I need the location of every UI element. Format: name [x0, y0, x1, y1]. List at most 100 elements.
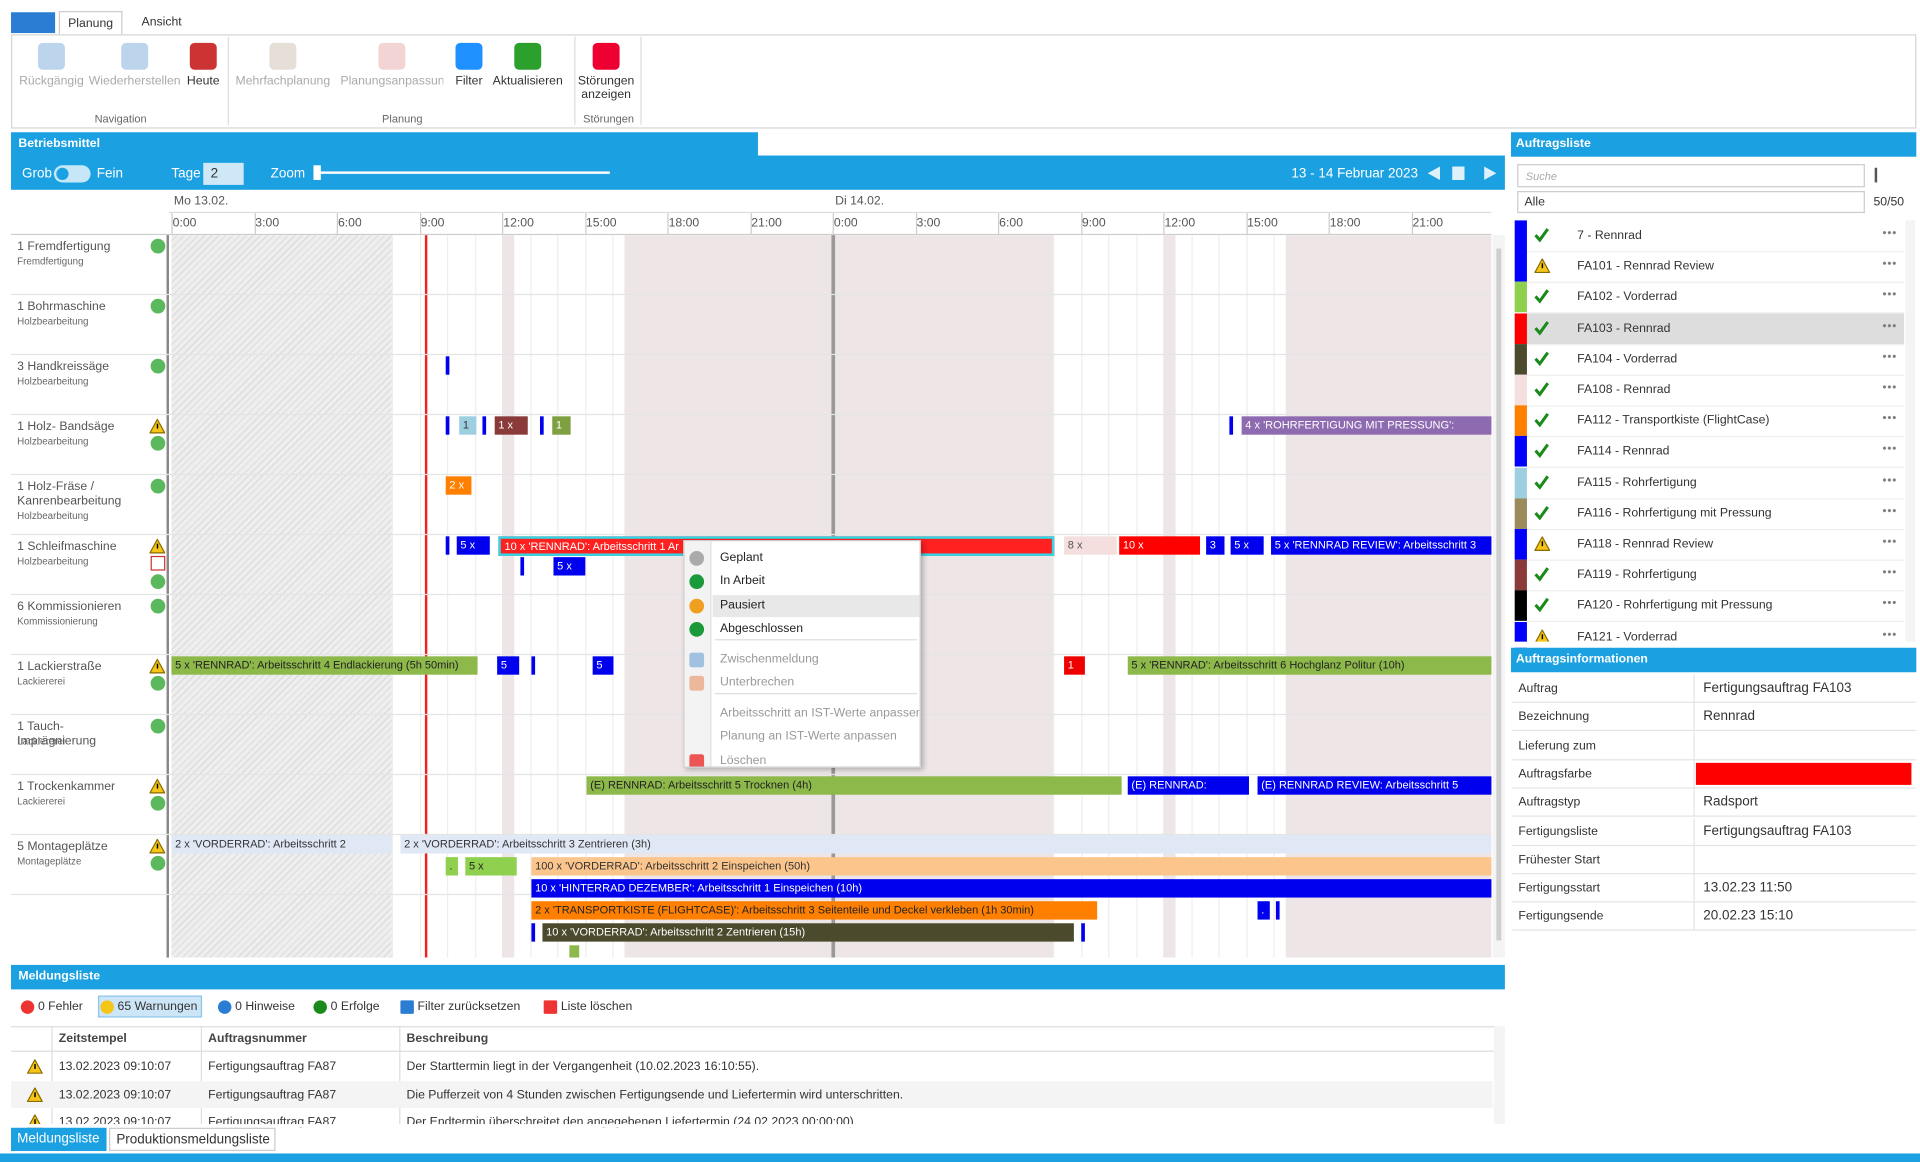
more-button[interactable] [1882, 380, 1897, 394]
order-name[interactable]: FA119 - Rohrfertigung [1577, 568, 1697, 582]
gantt-marker[interactable] [520, 557, 525, 576]
filter-button[interactable]: 65 Warnungen [117, 1000, 198, 1014]
menu-item[interactable]: In Arbeit [720, 574, 765, 588]
scrollbar[interactable] [1493, 1026, 1505, 1125]
gantt-marker[interactable] [1229, 416, 1234, 435]
gantt-marker[interactable] [445, 536, 450, 555]
ribbon-button-label[interactable]: Mehrfachplanung [235, 74, 331, 89]
menu-item[interactable]: Zwischenmeldung [720, 652, 819, 667]
gantt-bar[interactable]: 1 [552, 416, 571, 435]
gantt-bar[interactable]: (E) RENNRAD REVIEW: Arbeitsschritt 5 [1257, 776, 1492, 795]
ribbon-button-label[interactable]: Wiederherstellen [88, 74, 181, 89]
gantt-bar[interactable]: 5 [497, 656, 520, 675]
order-name[interactable]: FA112 - Transportkiste (FlightCase) [1577, 414, 1770, 428]
menu-item[interactable]: Löschen [720, 754, 767, 768]
filter-button[interactable]: Liste löschen [560, 1000, 633, 1014]
more-button[interactable] [1882, 411, 1897, 424]
ribbon-icon[interactable] [269, 42, 297, 70]
order-name[interactable]: FA101 - Rennrad Review [1577, 259, 1714, 274]
menu-item[interactable]: Planung an IST-Werte anpassen [720, 729, 897, 744]
app-menu-button[interactable] [11, 12, 56, 34]
menu-item[interactable]: Unterbrechen [720, 675, 795, 690]
gantt-bar[interactable]: 5 x [456, 536, 490, 555]
more-button[interactable] [1882, 288, 1897, 301]
gantt-bar[interactable]: 5 x [553, 557, 586, 576]
gantt-bar[interactable]: 10 x 'VORDERRAD': Arbeitsschritt 2 Zentr… [542, 923, 1074, 942]
filter-button[interactable]: Filter zurücksetzen [417, 1000, 521, 1014]
menu-item[interactable]: Pausiert [720, 598, 765, 613]
sort-button[interactable] [1874, 167, 1892, 183]
gantt-bar[interactable]: . [445, 857, 458, 876]
filter-button[interactable]: 0 Fehler [37, 1000, 83, 1014]
ribbon-tab[interactable]: Ansicht [141, 15, 182, 30]
order-name[interactable]: FA116 - Rohrfertigung mit Pressung [1577, 506, 1772, 521]
days-input[interactable]: 2 [203, 162, 244, 185]
gantt-marker[interactable] [1275, 901, 1280, 920]
ribbon-icon[interactable] [455, 42, 483, 70]
more-button[interactable] [1882, 535, 1897, 548]
gantt-bar[interactable]: 3 [1206, 536, 1225, 555]
ribbon-button-label[interactable]: Planungsanpassung [340, 74, 444, 89]
menu-item[interactable]: Geplant [720, 551, 763, 565]
ribbon-icon[interactable] [378, 42, 406, 70]
more-button[interactable] [1882, 565, 1897, 579]
gantt-bar[interactable]: 5 [592, 656, 614, 675]
order-name[interactable]: FA108 - Rennrad [1577, 383, 1671, 397]
gantt-bar[interactable]: 5 x 'RENNRAD': Arbeitsschritt 6 Hochglan… [1127, 656, 1492, 675]
gantt-bar[interactable]: 4 x 'ROHRFERTIGUNG MIT PRESSUNG': [1241, 416, 1492, 435]
gantt-marker[interactable] [445, 416, 450, 435]
order-name[interactable]: FA121 - Vorderrad [1577, 630, 1678, 644]
zoom-slider[interactable] [313, 171, 610, 174]
gantt-bar[interactable]: 2 x 'TRANSPORTKISTE (FLIGHTCASE)': Arbei… [531, 901, 1098, 920]
ribbon-button-label[interactable]: Störungen anzeigen [577, 74, 635, 102]
filter-dropdown[interactable]: Alle [1517, 191, 1865, 214]
gantt-marker[interactable] [1081, 923, 1085, 942]
ribbon-icon[interactable] [514, 42, 542, 70]
more-button[interactable] [1882, 226, 1897, 239]
ribbon-icon[interactable] [121, 42, 149, 70]
ribbon-button-label[interactable]: Heute [186, 74, 220, 89]
gantt-bar[interactable]: 5 x [1230, 536, 1264, 555]
gantt-bar[interactable]: 2 x 'VORDERRAD': Arbeitsschritt 2 [171, 835, 392, 854]
more-button[interactable] [1882, 349, 1897, 363]
gantt-bar[interactable]: . [1257, 901, 1270, 920]
ribbon-button-label[interactable]: Rückgängig [19, 74, 84, 89]
gantt-bar[interactable]: 8 x [1064, 536, 1117, 555]
more-button[interactable] [1882, 596, 1897, 610]
order-name[interactable]: FA114 - Rennrad [1577, 444, 1670, 459]
order-name[interactable]: FA104 - Vorderrad [1577, 352, 1678, 366]
gantt-bar[interactable]: 100 x 'VORDERRAD': Arbeitsschritt 2 Eins… [531, 857, 1492, 876]
order-name[interactable]: FA115 - Rohrfertigung [1577, 475, 1697, 490]
gantt-bar[interactable]: 2 x [445, 476, 472, 495]
gantt-bar[interactable]: 5 x [465, 857, 517, 876]
order-name[interactable]: 7 - Rennrad [1577, 228, 1642, 243]
gantt-bar[interactable]: 1 [1064, 656, 1085, 675]
more-button[interactable] [1882, 257, 1897, 270]
bottom-tab[interactable]: Produktionsmeldungsliste [108, 1127, 276, 1152]
bottom-tab[interactable]: Meldungsliste [11, 1127, 107, 1152]
search-box[interactable]: Suche [1517, 164, 1865, 188]
gantt-bar[interactable]: (E) RENNRAD: Arbeitsschritt 5 Trocknen (… [586, 776, 1122, 795]
scrollbar[interactable] [1905, 220, 1916, 642]
gantt-marker[interactable] [540, 416, 544, 435]
menu-item[interactable]: Arbeitsschritt an IST-Werte anpassen [720, 706, 921, 721]
gantt-bar[interactable]: (E) RENNRAD: [1127, 776, 1249, 795]
ribbon-tab[interactable]: Planung [58, 11, 123, 36]
ribbon-icon[interactable] [189, 42, 217, 70]
more-button[interactable] [1882, 473, 1897, 486]
more-button[interactable] [1882, 504, 1897, 517]
ribbon-icon[interactable] [592, 42, 620, 70]
nav-button[interactable] [1452, 166, 1465, 181]
ribbon-icon[interactable] [37, 42, 65, 70]
order-name[interactable]: FA103 - Rennrad [1577, 321, 1671, 336]
filter-button[interactable]: 0 Hinweise [235, 1000, 296, 1014]
gantt-bar[interactable]: 2 x 'VORDERRAD': Arbeitsschritt 3 Zentri… [400, 835, 1492, 854]
gantt-bar[interactable]: 10 x [1119, 536, 1201, 555]
more-button[interactable] [1882, 627, 1897, 640]
gantt-bar[interactable]: 10 x 'HINTERRAD DEZEMBER': Arbeitsschrit… [531, 879, 1492, 898]
filter-button[interactable]: 0 Erfolge [330, 1000, 380, 1014]
gantt-bar[interactable]: 5 x 'RENNRAD REVIEW': Arbeitsschritt 3 [1271, 536, 1492, 555]
gantt-bar[interactable]: 1 x [494, 416, 528, 435]
order-name[interactable]: FA120 - Rohrfertigung mit Pressung [1577, 599, 1773, 613]
gantt-bar[interactable]: 5 x 'RENNRAD': Arbeitsschritt 4 Endlacki… [171, 656, 478, 675]
